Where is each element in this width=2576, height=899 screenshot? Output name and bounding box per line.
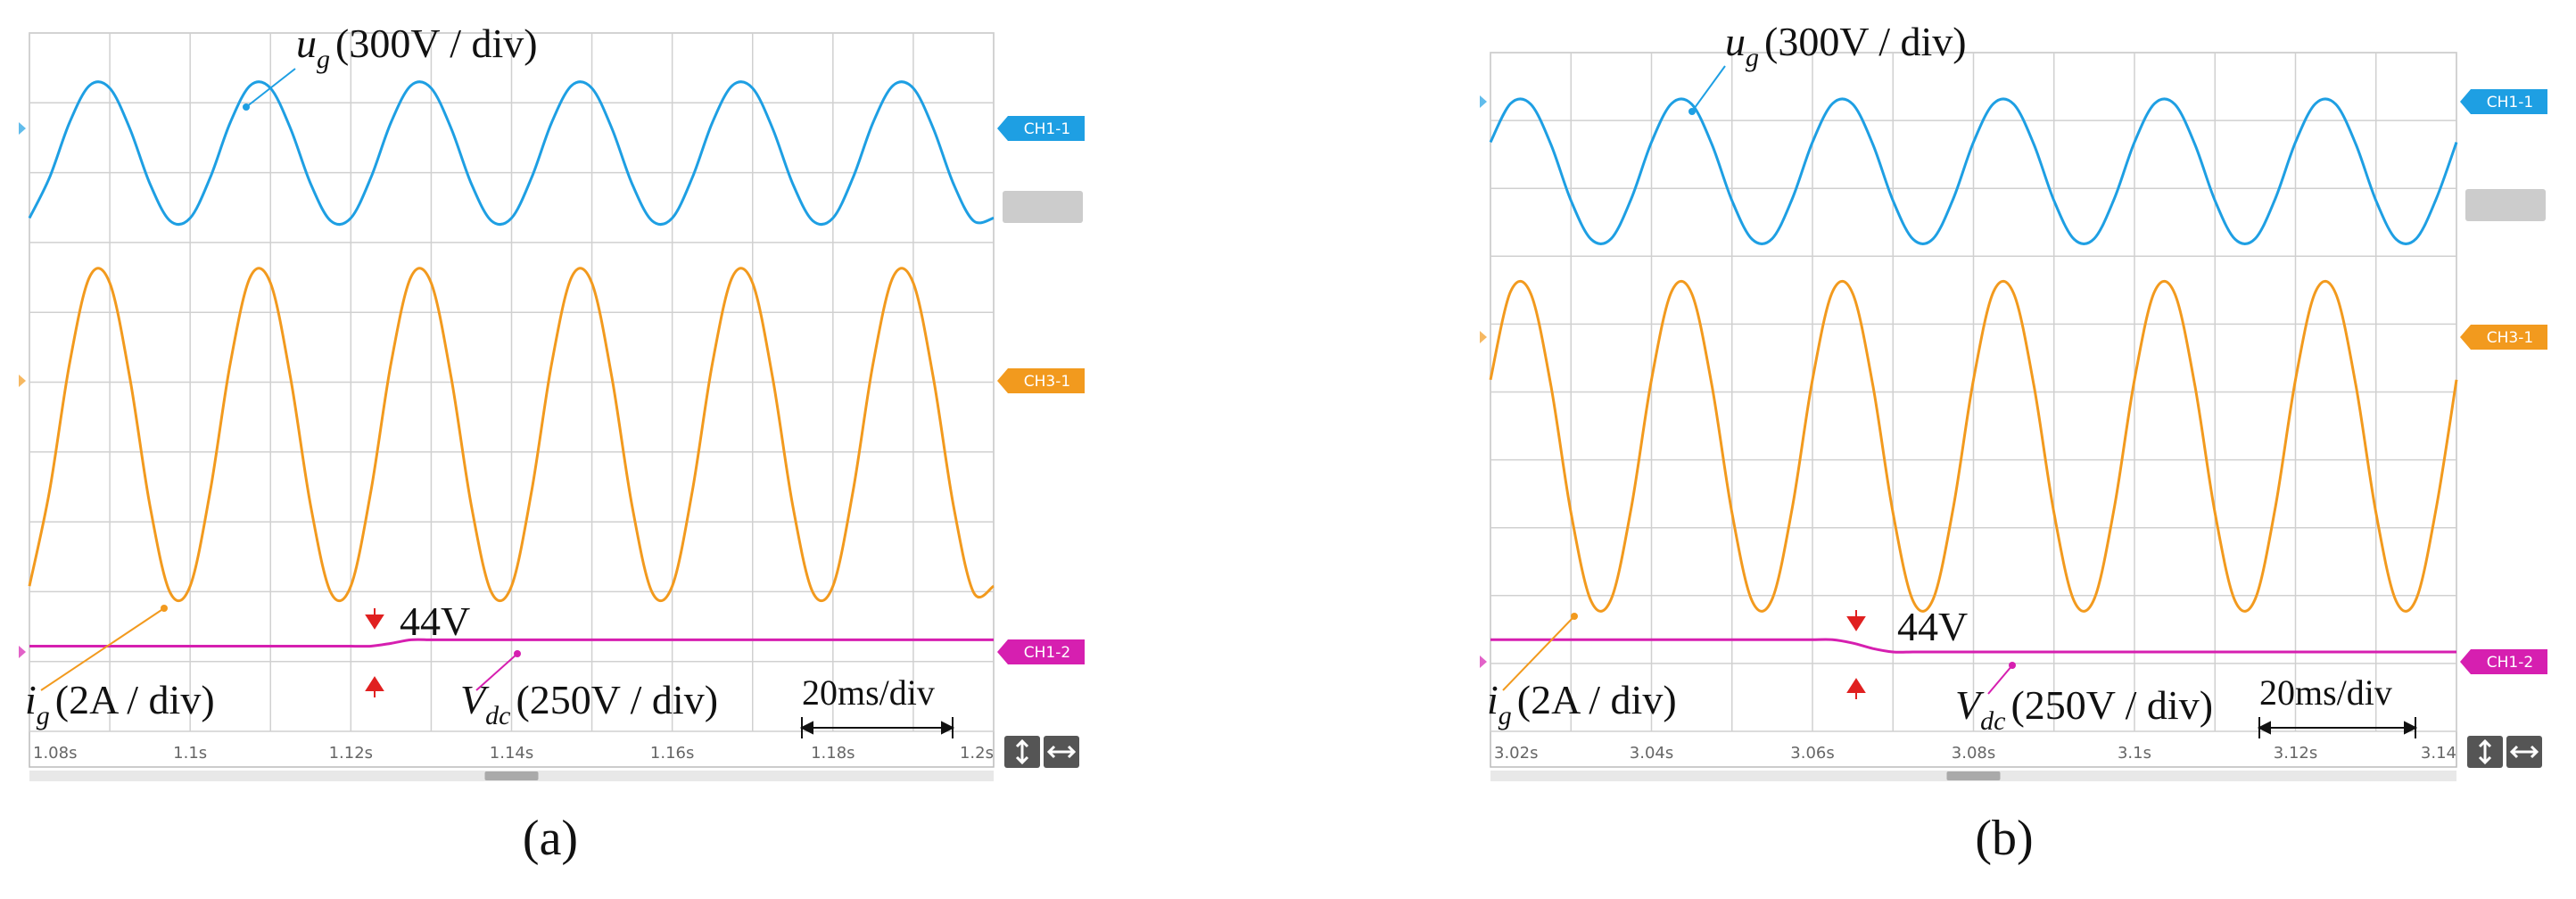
annotation-subscript: dc xyxy=(1980,706,2005,736)
step-arrow xyxy=(365,608,384,697)
annotation: ig (2A / div) xyxy=(25,677,215,730)
x-tick-label: 3.14 xyxy=(2421,744,2456,763)
x-tick-label: 1.18s xyxy=(811,744,855,763)
trace xyxy=(1489,97,2458,245)
annotation: 20ms/div xyxy=(2259,672,2392,713)
annotation-symbol: V xyxy=(460,677,490,722)
scrollbar-thumb xyxy=(484,771,539,780)
annotation-symbol: i xyxy=(25,677,37,722)
offset-marker xyxy=(19,375,26,387)
annotation-text: (250V / div) xyxy=(516,677,718,722)
trace xyxy=(1490,638,2456,654)
x-tick-label: 3.1s xyxy=(2118,744,2151,763)
math-button xyxy=(1003,191,1083,223)
x-tick-label: 1.14s xyxy=(490,744,533,763)
annotation: Vdc (250V / div) xyxy=(1955,682,2213,736)
annotation-text: (300V / div) xyxy=(1764,19,1967,64)
x-tick-label: 1.2s xyxy=(960,744,994,763)
annotation-text: (300V / div) xyxy=(335,21,538,66)
channel-tag-label: CH1-1 xyxy=(1024,120,1070,138)
trace xyxy=(28,267,995,603)
annotation: ug (300V / div) xyxy=(296,21,538,74)
annotation-subscript: g xyxy=(37,701,50,730)
leader-line xyxy=(1987,664,2013,695)
leader-line xyxy=(245,68,296,108)
channel-tag xyxy=(997,116,1085,141)
annotation-subscript: g xyxy=(1499,701,1512,730)
annotation: Vdc (250V / div) xyxy=(460,677,718,730)
annotation-symbol: u xyxy=(296,21,317,66)
zoom-icon xyxy=(1015,738,1029,765)
channel-tag-label: CH3-1 xyxy=(1024,373,1070,391)
scale-arrow xyxy=(2257,717,2418,738)
annotation-text: 20ms/div xyxy=(2259,672,2392,713)
leader-line xyxy=(475,653,518,691)
leader-tip xyxy=(1688,108,1696,115)
x-tick-label: 1.12s xyxy=(329,744,373,763)
step-arrow xyxy=(1846,610,1866,699)
channel-tag-label: CH1-2 xyxy=(2487,654,2533,672)
annotation: 44V xyxy=(400,598,470,644)
offset-marker xyxy=(19,646,26,658)
annotation: 20ms/div xyxy=(802,672,935,713)
trace xyxy=(29,638,994,648)
scale-arrow xyxy=(799,717,955,738)
channel-tag xyxy=(2460,89,2547,114)
leader-tip xyxy=(243,103,250,111)
x-tick-label: 1.1s xyxy=(173,744,207,763)
annotation: 44V xyxy=(1897,604,1968,649)
x-tick-label: 3.06s xyxy=(1790,744,1834,763)
leader-line xyxy=(1502,615,1575,691)
leader-tip xyxy=(161,605,168,612)
annotation-text: 20ms/div xyxy=(802,672,935,713)
leader-line xyxy=(1691,65,1726,112)
annotation-text: (2A / div) xyxy=(1517,677,1677,722)
channel-tag xyxy=(2460,325,2547,350)
zoom-icon xyxy=(2478,738,2492,765)
offset-marker xyxy=(19,122,26,135)
annotation-symbol: i xyxy=(1487,677,1499,722)
channel-tag-label: CH1-1 xyxy=(2487,94,2533,111)
annotation-text: 44V xyxy=(1897,604,1968,649)
annotation-symbol: u xyxy=(1725,19,1746,64)
annotation-text: 44V xyxy=(400,598,470,644)
annotation-subscript: dc xyxy=(485,701,510,730)
trace xyxy=(1489,279,2458,613)
zoom-icon xyxy=(2509,745,2539,759)
channel-tag-label: CH1-2 xyxy=(1024,644,1070,662)
annotation-symbol: V xyxy=(1955,682,1985,728)
panel-label: (a) xyxy=(523,811,578,866)
annotation: ug (300V / div) xyxy=(1725,19,1967,72)
x-tick-label: 3.02s xyxy=(1494,744,1538,763)
offset-marker xyxy=(1480,656,1487,668)
annotation: ig (2A / div) xyxy=(1487,677,1677,730)
channel-tag-label: CH3-1 xyxy=(2487,329,2533,347)
scrollbar-thumb xyxy=(1946,771,2001,780)
x-tick-label: 3.08s xyxy=(1952,744,1995,763)
x-tick-label: 3.12s xyxy=(2274,744,2317,763)
annotation-subscript: g xyxy=(1746,43,1759,72)
x-tick-label: 1.08s xyxy=(33,744,77,763)
x-tick-label: 3.04s xyxy=(1630,744,1673,763)
annotation-text: (2A / div) xyxy=(55,677,215,722)
offset-marker xyxy=(1480,95,1487,108)
channel-tag xyxy=(2460,649,2547,674)
leader-tip xyxy=(1571,613,1578,620)
leader-line xyxy=(40,607,165,691)
trace xyxy=(28,80,995,227)
leader-tip xyxy=(2009,662,2016,669)
annotation-subscript: g xyxy=(317,45,330,74)
annotation-text: (250V / div) xyxy=(2010,682,2213,728)
math-button xyxy=(2465,189,2546,221)
x-tick-label: 1.16s xyxy=(650,744,694,763)
panel-label: (b) xyxy=(1975,811,2033,866)
channel-tag xyxy=(997,639,1085,664)
channel-tag xyxy=(997,368,1085,393)
offset-marker xyxy=(1480,331,1487,343)
zoom-icon xyxy=(1046,745,1077,759)
leader-tip xyxy=(514,650,521,657)
